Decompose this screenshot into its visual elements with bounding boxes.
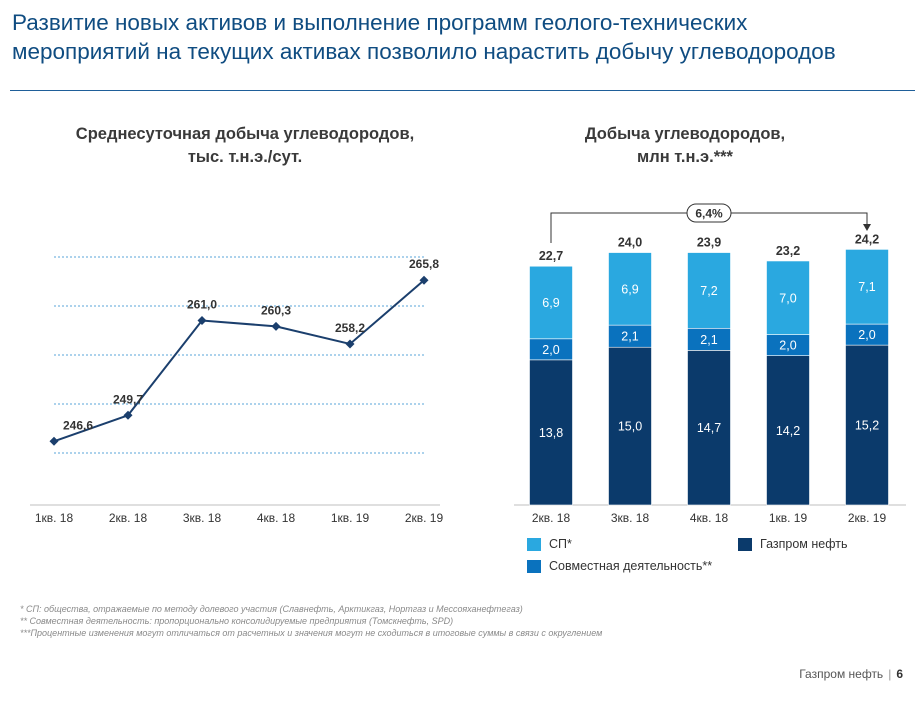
footnotes: * СП: общества, отражаемые по методу дол…: [20, 603, 602, 639]
bar-chart-title: Добыча углеводородов, млн т.н.э.***: [470, 123, 900, 169]
slide-title-line1: Развитие новых активов и выполнение прог…: [12, 10, 748, 35]
legend-label-gpn: Газпром нефть: [760, 537, 848, 551]
data-point: [345, 339, 355, 349]
legend-swatch-joint: [527, 559, 541, 573]
legend-label-sp: СП*: [549, 537, 572, 551]
page-number: 6: [896, 667, 903, 681]
title-divider: [10, 90, 915, 91]
data-point: [49, 436, 59, 446]
legend-label-joint: Совместная деятельность**: [549, 559, 713, 573]
data-label: 261,0: [187, 297, 217, 311]
x-tick-label: 1кв. 19: [331, 511, 370, 525]
legend-item-sp: СП*: [527, 537, 572, 551]
footer: Газпром нефть | 6: [799, 667, 903, 681]
footnote-3: ***Процентные изменения могут отличаться…: [20, 628, 603, 638]
data-label: 260,3: [261, 303, 291, 317]
data-label: 246,6: [63, 418, 93, 432]
footer-separator: |: [888, 667, 892, 681]
line-chart-title: Среднесуточная добыча углеводородов, тыс…: [30, 123, 460, 169]
data-point: [419, 275, 429, 285]
bar-chart-title-line2: млн т.н.э.***: [637, 148, 733, 166]
legend-item-gpn: Газпром нефть: [738, 537, 847, 551]
footer-brand: Газпром нефть: [799, 667, 884, 681]
legend-swatch-gpn: [738, 537, 752, 551]
legend-item-joint: Совместная деятельность**: [527, 559, 712, 573]
line-chart-title-line1: Среднесуточная добыча углеводородов,: [75, 125, 415, 143]
x-tick-label: 1кв. 18: [35, 511, 74, 525]
slide-title-line2: мероприятий на текущих активах позволило…: [12, 39, 836, 64]
slide-title: Развитие новых активов и выполнение прог…: [12, 8, 907, 66]
x-tick-label: 2кв. 19: [405, 511, 444, 525]
x-tick-label: 3кв. 18: [183, 511, 222, 525]
data-point: [271, 321, 281, 331]
data-label: 265,8: [409, 257, 439, 271]
line-chart-title-line2: тыс. т.н.э./сут.: [187, 148, 303, 166]
bar-chart-title-line1: Добыча углеводородов,: [584, 125, 786, 143]
footnote-1: * СП: общества, отражаемые по методу дол…: [20, 604, 523, 614]
data-point: [123, 410, 133, 420]
data-point: [197, 315, 207, 325]
data-label: 258,2: [335, 321, 365, 335]
x-tick-label: 4кв. 18: [257, 511, 296, 525]
x-tick-label: 2кв. 18: [109, 511, 148, 525]
footnote-2: ** Совместная деятельность: пропорционал…: [20, 616, 454, 626]
series-line: [53, 279, 425, 443]
legend-swatch-sp: [527, 537, 541, 551]
data-label: 249,7: [113, 392, 143, 406]
